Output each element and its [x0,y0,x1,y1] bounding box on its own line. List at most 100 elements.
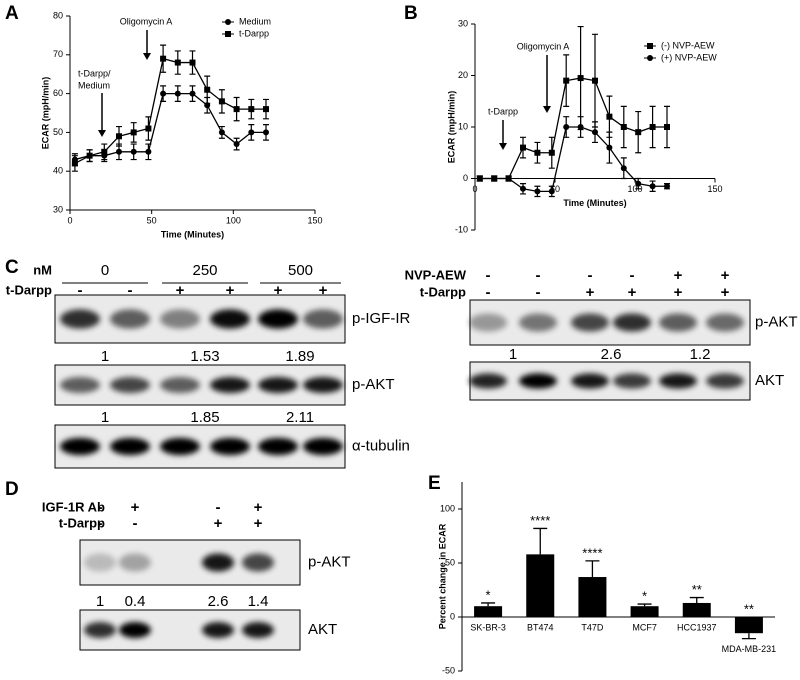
marker [664,124,670,130]
x-tick-label: 0 [472,184,477,194]
band [160,437,200,456]
marker [635,129,642,136]
marker [130,129,137,136]
marker [592,77,598,84]
group-label: 250 [192,262,217,279]
condition-sign: - [216,499,221,516]
band [84,553,116,572]
y-tick-label: 20 [458,70,468,80]
marker [86,152,93,159]
legend-marker [225,19,231,25]
x-axis-label: Time (Minutes) [161,229,224,239]
row-label: p-AKT [352,376,395,393]
band [202,622,234,638]
band [469,373,507,389]
row-label: α-tubulin [352,437,410,454]
x-tick-label: SK-BR-3 [470,622,506,632]
x-tick-label: 50 [550,184,560,194]
marker [534,188,541,195]
error-bar [533,527,548,555]
band [706,313,744,332]
legend-marker [225,31,231,37]
quantification: 2.6 [208,593,229,610]
band [519,373,557,389]
error-bar [637,603,652,607]
annotation: Oligomycin A [120,16,173,26]
panel-label: C [5,257,19,278]
marker [189,59,196,66]
y-tick-label: 50 [53,127,63,137]
band [110,309,150,329]
band [110,437,150,456]
y-tick-label: 50 [445,557,455,567]
band [303,377,343,393]
condition-label: NVP-AEW [405,267,467,282]
band [210,377,250,393]
y-tick-label: 0 [450,611,455,621]
marker [130,148,137,155]
condition-sign: + [274,282,283,299]
group-label: 0 [101,262,109,279]
marker [101,148,108,155]
marker [263,106,269,113]
bar [734,617,763,634]
marker [620,124,627,130]
marker [520,185,526,192]
band [84,622,116,638]
legend-marker [647,43,653,49]
marker [548,188,555,195]
band [110,377,150,393]
y-tick-label: 30 [458,18,468,28]
bar [474,606,503,617]
legend-marker [647,55,653,61]
condition-sign: - [630,267,635,284]
series-line [479,77,667,180]
significance: * [486,587,491,602]
marker [160,90,167,97]
marker [71,160,78,167]
x-tick-label: BT474 [527,622,554,632]
condition-label: t-Darpp [59,515,105,530]
condition-sign: + [131,499,140,516]
error-bar [481,602,496,607]
condition-sign: + [674,284,683,301]
quantification: 2.6 [601,346,622,363]
condition-sign: + [628,284,637,301]
condition-sign: + [214,515,223,532]
band [119,553,151,572]
quantification: 1 [101,348,109,365]
significance: ** [692,582,702,597]
marker [145,125,152,132]
quantification: 1 [96,593,104,610]
condition-sign: - [98,499,103,516]
x-tick-label: MDA-MB-231 [722,644,777,654]
row-label: AKT [308,621,337,638]
row-label: p-AKT [308,553,351,570]
x-tick-label: 100 [226,215,241,225]
band [303,437,343,456]
band [242,553,274,572]
condition-sign: + [254,515,263,532]
condition-sign: - [486,284,491,301]
x-tick-label: 0 [67,215,72,225]
condition-label: nM [33,262,52,277]
row-label: p-IGF-IR [352,310,410,327]
arrow-head [543,106,551,113]
condition-label: t-Darpp [420,284,466,299]
marker [592,129,598,136]
arrow-head [98,130,106,137]
marker [505,175,512,182]
marker [606,144,613,151]
quantification: 2.11 [286,409,314,426]
blot-frame [469,299,751,346]
band [258,437,298,456]
significance: ** [744,601,754,616]
band [258,377,298,393]
condition-sign: - [536,284,541,301]
condition-sign: + [226,282,235,299]
marker [606,113,613,120]
condition-sign: - [133,515,138,532]
group-label: 500 [288,262,313,279]
band [258,309,298,329]
